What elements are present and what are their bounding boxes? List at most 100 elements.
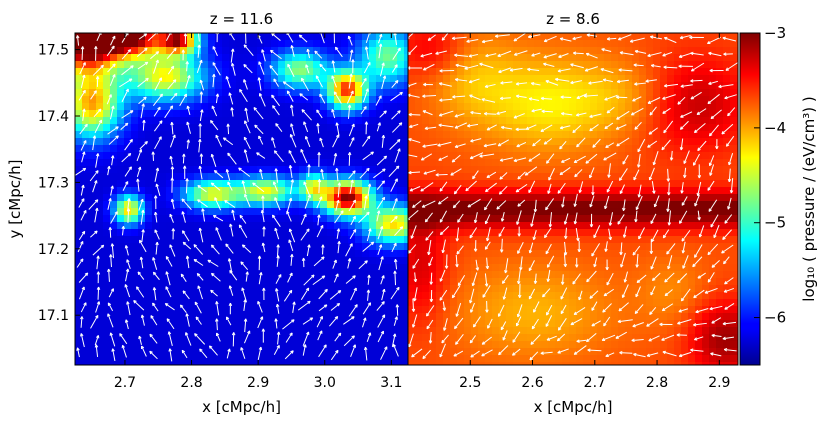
heatmap-cell [415,75,423,83]
heatmap-cell [383,236,391,244]
heatmap-cell [229,250,237,258]
heatmap-cell [702,89,710,97]
heatmap-cell [485,222,493,230]
heatmap-cell [604,222,612,230]
heatmap-cell [520,47,528,55]
heatmap-cell [583,75,591,83]
heatmap-cell [229,355,237,363]
heatmap-cell [646,355,654,363]
heatmap-cell [362,47,370,55]
heatmap-cell [702,348,710,356]
velocity-arrow [186,105,191,116]
heatmap-cell [695,222,703,230]
heatmap-cell [450,110,458,118]
heatmap-cell [464,47,472,55]
heatmap-cell [292,75,300,83]
heatmap-cell [436,334,444,342]
heatmap-cell [229,264,237,272]
heatmap-cell [541,264,549,272]
heatmap-cell [404,264,408,272]
heatmap-cell [383,138,391,146]
heatmap-cell [362,61,370,69]
velocity-arrow [198,227,204,243]
heatmap-cell [583,313,591,321]
heatmap-cell [285,215,293,223]
velocity-arrow [185,332,192,346]
heatmap-cell [464,68,472,76]
heatmap-cell [369,152,377,160]
heatmap-cell [348,362,356,365]
heatmap-cell [369,229,377,237]
heatmap-cell [632,145,640,153]
heatmap-cell [390,96,398,104]
heatmap-cell [485,152,493,160]
heatmap-cell [89,208,97,216]
heatmap-cell [625,89,633,97]
heatmap-cell [299,264,307,272]
velocity-arrow [258,93,266,107]
heatmap-cell [257,285,265,293]
heatmap-cell [362,180,370,188]
heatmap-cell [138,201,146,209]
heatmap-cell [702,159,710,167]
heatmap-cell [646,229,654,237]
heatmap-cell [499,89,507,97]
velocity-arrow [243,79,248,90]
velocity-arrow [303,181,310,196]
heatmap-cell [187,236,195,244]
heatmap-cell [369,299,377,307]
heatmap-cell [688,82,696,90]
heatmap-cell [208,327,216,335]
velocity-arrow [318,304,328,312]
heatmap-cell [569,194,577,202]
heatmap-cell [653,334,661,342]
heatmap-cell [138,271,146,279]
heatmap-cell [590,243,598,251]
left-ticks: 2.7 2.8 2.9 3.0 3.117.117.217.317.417.5 [38,33,402,391]
heatmap-cell [103,313,111,321]
heatmap-cell [709,47,717,55]
heatmap-cell [443,47,451,55]
heatmap-cell [562,96,570,104]
heatmap-cell [320,250,328,258]
heatmap-cell [131,138,139,146]
heatmap-cell [695,61,703,69]
heatmap-cell [166,292,174,300]
heatmap-cell [660,131,668,139]
heatmap-cell [709,166,717,174]
heatmap-cell [278,285,286,293]
velocity-arrow [182,165,187,179]
heatmap-cell [110,145,118,153]
heatmap-cell [397,138,405,146]
heatmap-cell [625,166,633,174]
heatmap-cell [478,222,486,230]
heatmap-cell [471,215,479,223]
heatmap-cell [383,96,391,104]
heatmap-cell [667,313,675,321]
velocity-arrow [181,49,185,61]
heatmap-cell [716,131,724,139]
velocity-arrow [392,343,399,357]
heatmap-cell [383,75,391,83]
velocity-arrow [394,148,401,163]
heatmap-cell [590,250,598,258]
heatmap-cell [334,264,342,272]
heatmap-cell [145,173,153,181]
heatmap-cell [513,215,521,223]
heatmap-cell [443,299,451,307]
heatmap-cell [404,327,408,335]
heatmap-cell [285,33,293,41]
heatmap-cell [485,334,493,342]
heatmap-cell [695,159,703,167]
heatmap-cell [443,355,451,363]
heatmap-cell [478,40,486,48]
heatmap-cell [320,124,328,132]
heatmap-cell [716,201,724,209]
heatmap-cell [404,243,408,251]
heatmap-cell [215,82,223,90]
heatmap-cell [478,229,486,237]
heatmap-cell [264,320,272,328]
heatmap-cell [383,250,391,258]
heatmap-cell [513,243,521,251]
heatmap-cell [292,348,300,356]
